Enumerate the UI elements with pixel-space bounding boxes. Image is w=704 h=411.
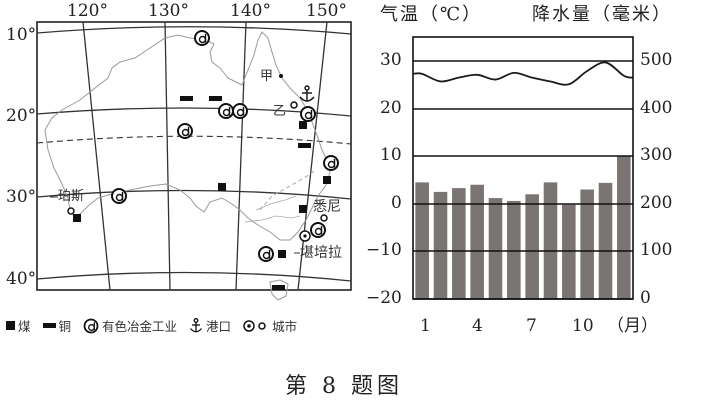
right-tick-300: 300 <box>640 145 673 165</box>
label-yi: 乙 <box>273 104 287 119</box>
copper-deposits <box>180 96 311 290</box>
label-perth: 珀斯 <box>58 189 85 204</box>
latitude-label-40: 40° <box>6 269 37 289</box>
left-tick-30: 30 <box>380 50 402 70</box>
plot-frame <box>412 36 634 300</box>
legend-item-nonferrous: 有色冶金工业 <box>83 316 177 335</box>
x-tick-7: 7 <box>526 316 537 336</box>
copper-bar-icon <box>42 323 56 328</box>
legend-item-port: 港口 <box>189 316 231 335</box>
precipitation-bar <box>543 182 558 299</box>
temperature-curve <box>412 61 634 86</box>
map-panel: 120° 130° 140° 150° 10° 20° 30° 40° <box>0 0 360 345</box>
label-canberra: 堪培拉 <box>300 245 342 261</box>
precipitation-bar <box>525 194 539 299</box>
longitude-label-130: 130° <box>148 1 189 21</box>
left-tick-10: 10 <box>380 145 402 165</box>
right-tick-100: 100 <box>640 240 673 260</box>
precipitation-bars <box>415 156 631 299</box>
river <box>255 195 297 211</box>
left-tick-20: 20 <box>380 98 402 118</box>
coal-deposits <box>73 121 331 258</box>
x-axis-unit: （月） <box>607 316 658 336</box>
right-tick-400: 400 <box>640 98 673 118</box>
latitude-label-30: 30° <box>6 187 37 207</box>
precipitation-bar <box>617 156 631 299</box>
precipitation-bar <box>415 182 429 299</box>
precipitation-bar <box>470 184 484 299</box>
city-icon <box>243 319 266 332</box>
precipitation-bar <box>580 189 594 299</box>
left-tick-neg20: −20 <box>366 288 402 308</box>
cities <box>67 74 328 242</box>
legend-item-copper: 铜 <box>42 316 71 335</box>
precipitation-bar <box>507 200 521 299</box>
tropic-of-capricorn <box>36 135 352 145</box>
latitude-label-20: 20° <box>6 106 37 126</box>
right-tick-200: 200 <box>640 193 673 213</box>
precipitation-axis-title: 降水量（毫米） <box>532 4 672 25</box>
left-tick-0: 0 <box>391 193 402 213</box>
precipitation-bar <box>562 204 576 299</box>
precipitation-bar <box>598 182 613 299</box>
precipitation-bar <box>488 198 503 299</box>
x-tick-10: 10 <box>572 316 594 336</box>
longitude-lines <box>82 21 328 291</box>
longitude-label-140: 140° <box>230 1 271 21</box>
right-tick-500: 500 <box>640 50 673 70</box>
precipitation-bar <box>433 191 448 299</box>
tasmania <box>269 279 289 301</box>
port-anchor-icon <box>190 317 203 332</box>
nonferrous-metallurgy-icon <box>83 318 99 333</box>
climate-chart-plot <box>412 36 634 300</box>
x-tick-4: 4 <box>472 316 483 336</box>
right-tick-0: 0 <box>640 288 651 308</box>
left-tick-neg10: −10 <box>366 240 402 260</box>
longitude-label-120: 120° <box>67 1 108 21</box>
port-anchor-icon <box>299 85 315 102</box>
coal-square-icon <box>6 321 15 330</box>
label-jia: 甲 <box>260 69 274 84</box>
river <box>244 215 301 223</box>
latitude-lines <box>36 26 352 282</box>
map-legend: 煤 铜 有色冶金工业 港口 <box>6 316 297 335</box>
temperature-axis-title: 气温（℃） <box>380 4 483 25</box>
map-frame <box>36 21 352 291</box>
climate-chart-panel: 气温（℃） 降水量（毫米） 30 20 10 0 −10 −20 500 400… <box>360 0 704 345</box>
precipitation-bar <box>452 188 466 299</box>
label-sydney: 悉尼 <box>313 199 341 215</box>
state-border <box>259 169 317 211</box>
latitude-label-10: 10° <box>6 25 37 45</box>
australia-map <box>36 21 352 301</box>
legend-item-coal: 煤 <box>6 316 31 335</box>
figure-caption: 第 8 题图 <box>285 374 403 399</box>
coastline <box>44 31 331 241</box>
longitude-label-150: 150° <box>306 1 347 21</box>
x-tick-1: 1 <box>420 316 431 336</box>
legend-item-city: 城市 <box>243 316 297 335</box>
